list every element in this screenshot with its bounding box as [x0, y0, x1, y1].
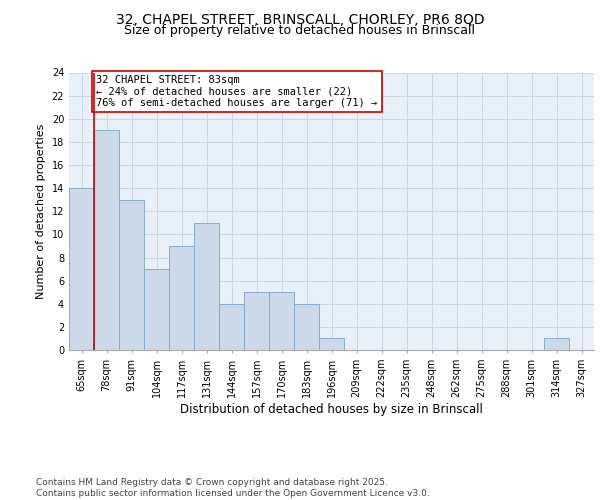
Bar [144, 269, 169, 350]
Bar [244, 292, 269, 350]
Text: 32 CHAPEL STREET: 83sqm
← 24% of detached houses are smaller (22)
76% of semi-de: 32 CHAPEL STREET: 83sqm ← 24% of detache… [97, 75, 378, 108]
Y-axis label: Number of detached properties: Number of detached properties [36, 124, 46, 299]
Bar [119, 200, 144, 350]
Bar [94, 130, 119, 350]
Bar [269, 292, 294, 350]
Text: Size of property relative to detached houses in Brinscall: Size of property relative to detached ho… [125, 24, 476, 37]
Bar [169, 246, 194, 350]
Bar [194, 223, 219, 350]
X-axis label: Distribution of detached houses by size in Brinscall: Distribution of detached houses by size … [180, 402, 483, 415]
Text: 32, CHAPEL STREET, BRINSCALL, CHORLEY, PR6 8QD: 32, CHAPEL STREET, BRINSCALL, CHORLEY, P… [116, 12, 484, 26]
Bar [294, 304, 319, 350]
Bar [544, 338, 569, 350]
Text: Contains HM Land Registry data © Crown copyright and database right 2025.
Contai: Contains HM Land Registry data © Crown c… [36, 478, 430, 498]
Bar [69, 188, 94, 350]
Bar [219, 304, 244, 350]
Bar [319, 338, 344, 350]
